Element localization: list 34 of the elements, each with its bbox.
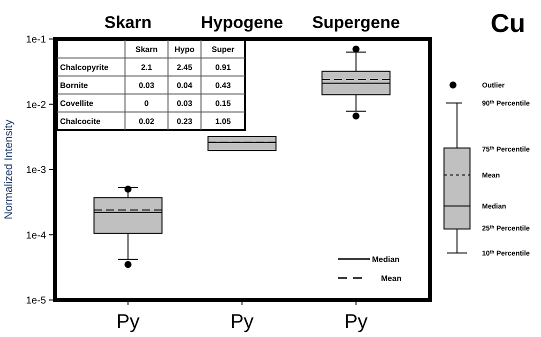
annotation: 0.23 xyxy=(176,116,193,126)
x-tick-label: Py xyxy=(230,311,254,333)
text: Supergene xyxy=(312,13,400,32)
annotation: 0.15 xyxy=(215,98,232,108)
text: Skarn xyxy=(104,13,152,32)
annotation: 0.03 xyxy=(138,80,155,90)
y-tick-label: 1e-1 xyxy=(26,34,46,46)
annotation: Hypo xyxy=(174,44,195,54)
annotation: Chalcopyrite xyxy=(60,62,110,72)
annotation: Skarn xyxy=(135,44,158,54)
annotation: Median xyxy=(372,254,400,264)
annotation: 2.1 xyxy=(140,62,153,72)
annotation: Super xyxy=(212,44,234,54)
annotation: 2.45 xyxy=(176,62,193,72)
annotation: Bornite xyxy=(60,80,89,90)
x-tick-label: Py xyxy=(344,311,368,333)
x-tick-label: Py xyxy=(116,311,140,333)
text: Cu xyxy=(490,8,526,38)
y-tick-label: 1e-2 xyxy=(26,100,46,111)
annotation: 0 xyxy=(144,98,150,108)
annotation: 0.03 xyxy=(176,98,193,108)
y-tick-label: 1e-5 xyxy=(26,296,46,306)
annotation: Chalcocite xyxy=(60,116,102,126)
y-tick-label: 1e-3 xyxy=(26,165,46,176)
annotation: Mean xyxy=(381,274,402,283)
annotation: Covellite xyxy=(60,98,94,108)
annotation: 1.05 xyxy=(215,116,232,126)
y-axis-title: Normalized Intensity xyxy=(3,119,15,220)
annotation: 0.91 xyxy=(215,62,232,72)
text: Hypogene xyxy=(200,13,284,32)
annotation: 0.43 xyxy=(215,80,232,90)
annotation: 0.04 xyxy=(176,80,193,90)
annotation: 0.02 xyxy=(138,116,155,126)
y-tick-label: 1e-4 xyxy=(26,230,46,242)
